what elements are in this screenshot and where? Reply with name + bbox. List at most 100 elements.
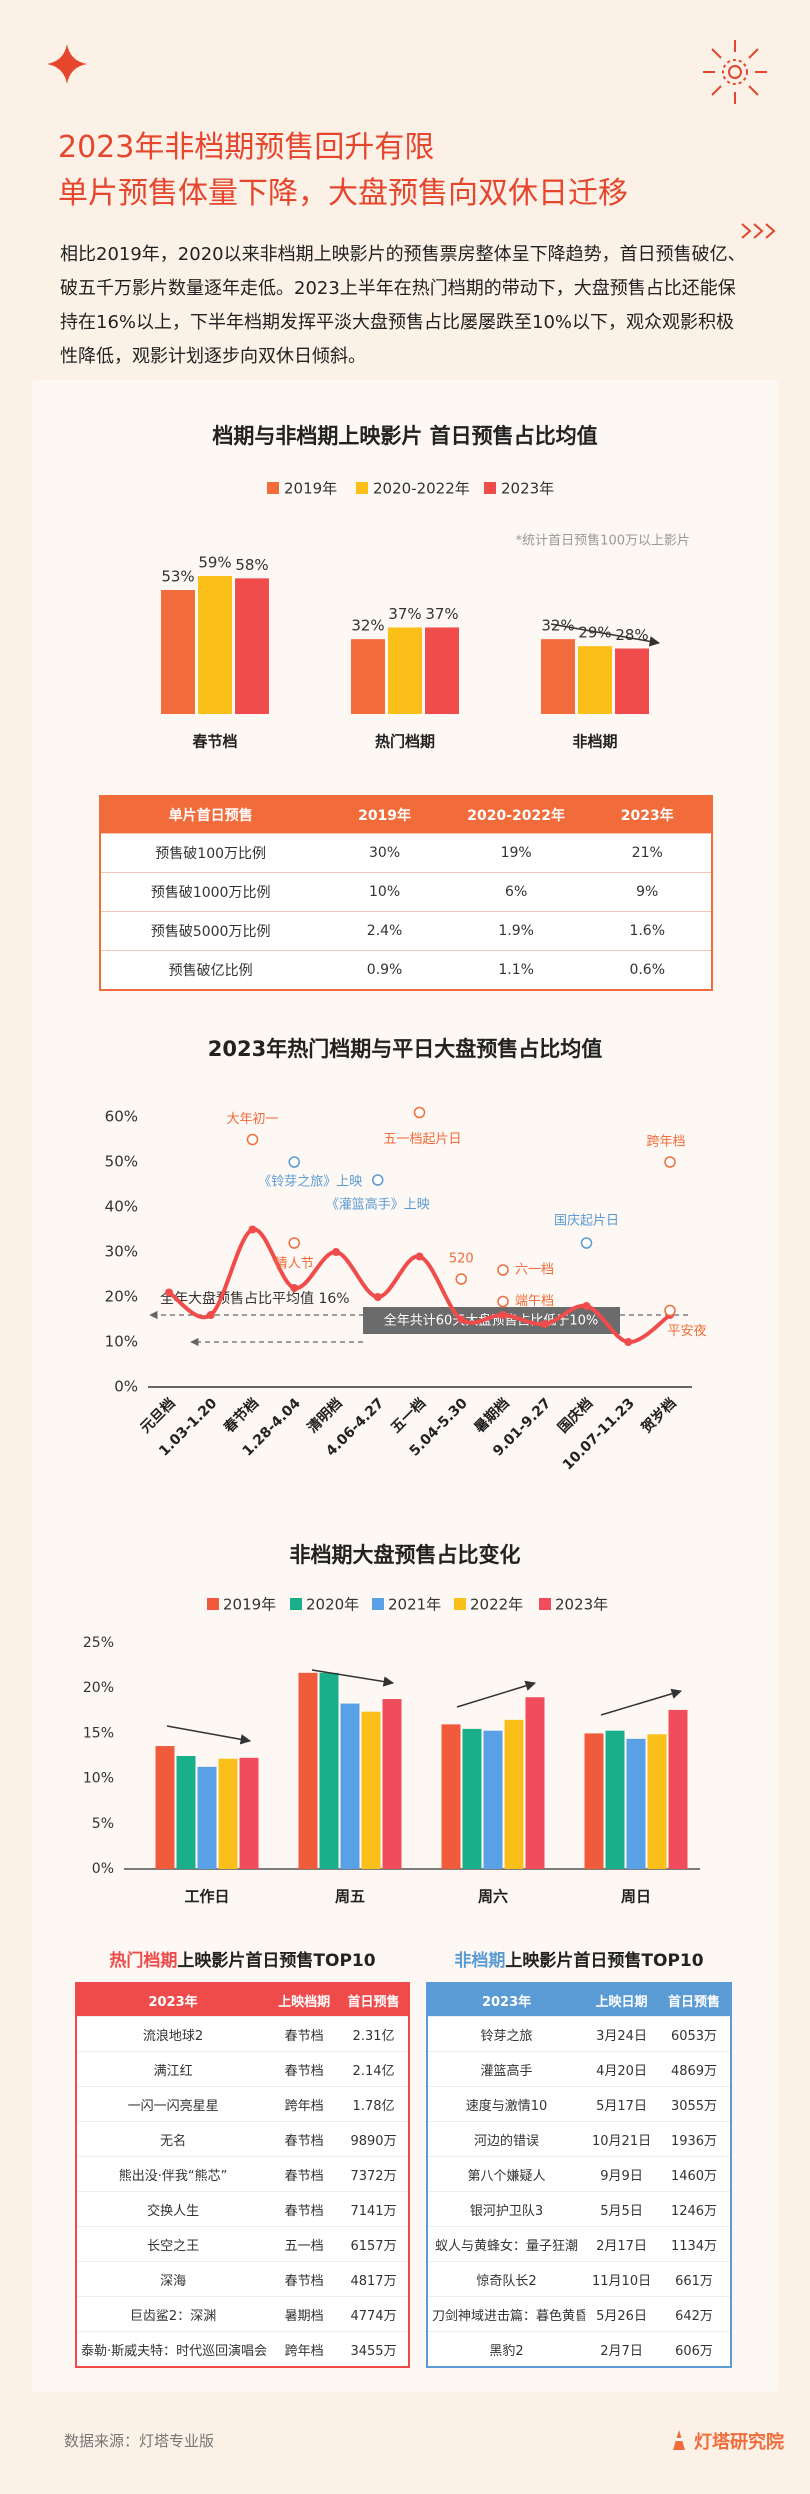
legend-swatch xyxy=(207,1598,219,1610)
event-marker xyxy=(580,1237,593,1249)
cell: 交换人生 xyxy=(76,2191,270,2227)
bar xyxy=(218,1758,238,1869)
header-cell: 首日预售 xyxy=(658,1983,731,2017)
bar xyxy=(239,1757,259,1869)
source-note: 数据来源：灯塔专业版 xyxy=(64,2432,215,2450)
header-row: 单片首日预售 2019年 2020-2022年 2023年 xyxy=(100,796,712,834)
trend-arrow xyxy=(166,1725,252,1745)
brand: 灯塔研究院 xyxy=(668,2428,784,2454)
cell: 预售破亿比例 xyxy=(100,950,321,990)
bar xyxy=(425,627,459,714)
cell: 3055万 xyxy=(658,2086,731,2122)
bar xyxy=(155,1746,175,1869)
event-label: 国庆起片日 xyxy=(554,1214,619,1229)
bar xyxy=(626,1738,646,1869)
bar xyxy=(388,627,422,714)
title-line: 单片预售体量下降，大盘预售向双休日迁移 xyxy=(58,176,628,211)
cell: 2.4% xyxy=(320,911,449,951)
cell: 跨年档 xyxy=(269,2331,340,2367)
cell: 深海 xyxy=(76,2261,270,2297)
cell: 3月24日 xyxy=(585,2016,659,2052)
value-label: 37% xyxy=(388,605,421,623)
cell: 春节档 xyxy=(269,2156,340,2192)
x-tick-label: 暑期档 xyxy=(471,1395,513,1437)
x-tick-label: 国庆档 xyxy=(554,1395,596,1437)
cell: 暑期档 xyxy=(269,2296,340,2332)
row: 满江红 春节档 2.14亿 xyxy=(76,2051,409,2087)
cell: 熊出没·伴我“熊芯” xyxy=(76,2156,270,2192)
bar xyxy=(525,1697,545,1869)
row: 巨齿鲨2：深渊 暑期档 4774万 xyxy=(76,2296,409,2332)
cell: 春节档 xyxy=(269,2016,340,2052)
legend-label: 2023年 xyxy=(555,1596,608,1614)
cell: 0.6% xyxy=(583,950,712,990)
legend-swatch xyxy=(290,1598,302,1610)
event-label: 平安夜 xyxy=(667,1324,706,1339)
bar xyxy=(647,1734,667,1869)
cell: 满江红 xyxy=(76,2051,270,2087)
cell: 1246万 xyxy=(658,2191,731,2227)
chevron-icon xyxy=(741,223,776,239)
event-label: 大年初一 xyxy=(226,1112,278,1127)
cell: 5月26日 xyxy=(585,2296,659,2332)
header-cell: 2019年 xyxy=(320,796,449,834)
row: 银河护卫队3 5月5日 1246万 xyxy=(427,2191,731,2227)
cell: 7372万 xyxy=(339,2156,409,2192)
bar xyxy=(584,1733,604,1869)
header-cell: 单片首日预售 xyxy=(100,796,321,834)
event-label: 520 xyxy=(449,1252,474,1267)
x-tick-label: 元旦档 xyxy=(137,1395,179,1437)
y-tick-label: 5% xyxy=(92,1816,114,1832)
y-tick-label: 50% xyxy=(105,1153,138,1171)
legend-label: 2019年 xyxy=(284,480,337,498)
y-tick-label: 0% xyxy=(114,1378,138,1396)
legend-label: 2020年 xyxy=(306,1596,359,1614)
x-tick-label: 春节档 xyxy=(220,1395,262,1437)
event-marker xyxy=(455,1273,467,1285)
header-cell: 上映日期 xyxy=(585,1983,659,2017)
cell: 1.1% xyxy=(448,950,584,990)
bar xyxy=(615,648,649,714)
row: 预售破100万比例 30% 19% 21% xyxy=(100,833,712,873)
y-tick-label: 25% xyxy=(83,1635,114,1651)
value-label: 29% xyxy=(578,624,611,642)
cell: 速度与激情10 xyxy=(427,2086,586,2122)
cell: 9月9日 xyxy=(585,2156,659,2192)
point xyxy=(624,1338,633,1346)
value-label: 37% xyxy=(425,605,458,623)
bar xyxy=(198,576,232,714)
title-line: 2023年非档期预售回升有限 xyxy=(58,130,435,165)
cell: 6% xyxy=(448,872,584,912)
point xyxy=(582,1302,591,1310)
bar xyxy=(382,1699,402,1869)
legend-swatch xyxy=(484,482,496,494)
legend-swatch xyxy=(267,482,279,494)
chart-title: 2023年热门档期与平日大盘预售占比均值 xyxy=(208,1037,602,1061)
title-rest: 上映影片首日预售TOP10 xyxy=(177,1951,376,1971)
point xyxy=(540,1320,549,1328)
event-marker xyxy=(413,1106,426,1119)
row: 河边的错误 10月21日 1936万 xyxy=(427,2121,731,2157)
cell: 长空之王 xyxy=(76,2226,270,2262)
x-tick-label: 清明档 xyxy=(304,1395,346,1437)
header-cell: 上映档期 xyxy=(269,1983,340,2017)
event-label: 《铃芽之旅》上映 xyxy=(258,1175,362,1190)
brand-name: 灯塔研究院 xyxy=(694,2432,784,2453)
cell: 5月17日 xyxy=(585,2086,659,2122)
cell: 河边的错误 xyxy=(427,2121,586,2157)
bar xyxy=(161,590,195,714)
header-cell: 2023年 xyxy=(427,1983,586,2017)
cell: 10% xyxy=(320,872,449,912)
trend-arrow xyxy=(311,1669,395,1687)
cell: 铃芽之旅 xyxy=(427,2016,586,2052)
cell: 30% xyxy=(320,833,449,873)
legend-swatch xyxy=(539,1598,551,1610)
top10-table: 2023年 上映日期 首日预售 铃芽之旅 3月24日 6053万 灌篮高手 4月20日 4869… xyxy=(426,1982,732,2368)
category-label: 周日 xyxy=(621,1888,651,1906)
point xyxy=(499,1311,507,1319)
reference-box xyxy=(363,1307,620,1334)
cell: 19% xyxy=(448,833,584,873)
trend-arrow xyxy=(456,1680,537,1708)
